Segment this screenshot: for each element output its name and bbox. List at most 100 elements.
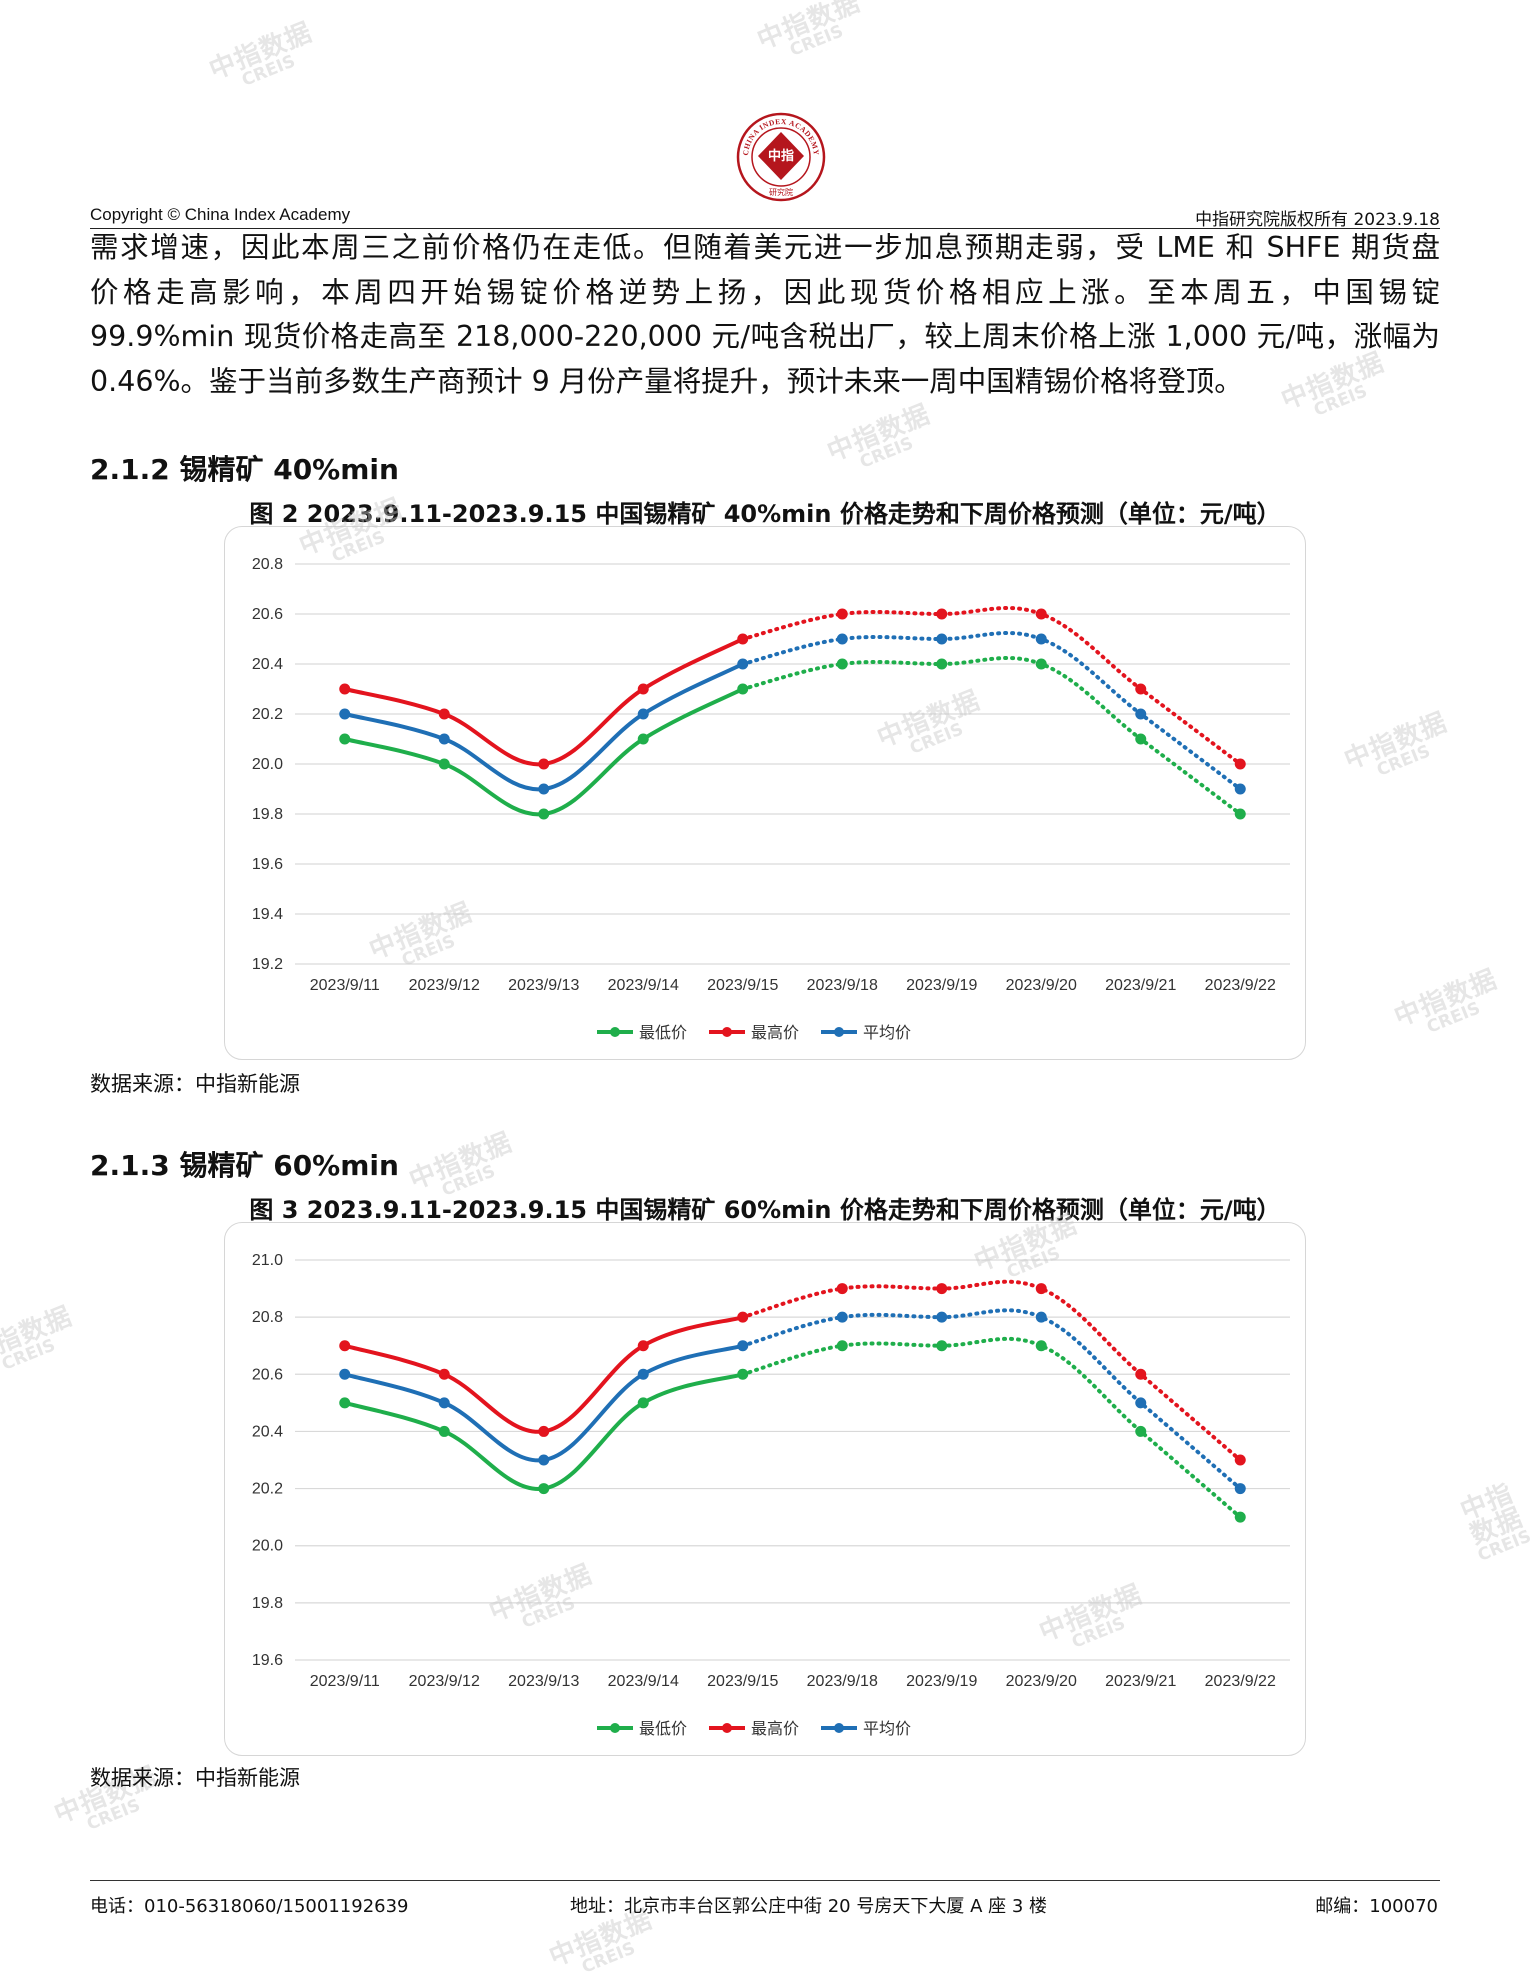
watermark: 中指数据 CREIS xyxy=(1341,709,1457,789)
paragraph-line: 价格走高影响，本周四开始锡锭价格逆势上扬，因此现货价格相应上涨。至本周五，中国锡… xyxy=(90,271,1440,316)
data-point xyxy=(538,1426,549,1437)
watermark-en: CREIS xyxy=(764,13,871,69)
series-line-forecast xyxy=(743,608,1241,764)
data-point xyxy=(1135,1369,1146,1380)
data-point xyxy=(737,684,748,695)
watermark-cn: 中指数据 xyxy=(206,19,316,84)
watermark-en: CREIS xyxy=(0,1327,82,1383)
x-tick-label: 2023/9/20 xyxy=(1006,977,1077,994)
watermark: 中指数据 CREIS xyxy=(754,0,870,70)
figure-title: 图 3 2023.9.11-2023.9.15 中国锡精矿 60%min 价格走… xyxy=(90,1190,1440,1225)
data-point xyxy=(439,1369,450,1380)
data-point xyxy=(339,1369,350,1380)
watermark: 中指数据 CREIS xyxy=(546,1906,662,1986)
x-tick-label: 2023/9/11 xyxy=(310,977,380,994)
data-point xyxy=(837,659,848,670)
legend-label: 最高价 xyxy=(751,1023,799,1042)
data-point xyxy=(638,1369,649,1380)
footer-phone: 电话：010-56318060/15001192639 xyxy=(90,1892,409,1918)
data-point xyxy=(339,1340,350,1351)
watermark-cn: 中指数据 xyxy=(406,1129,516,1194)
y-tick-label: 20.8 xyxy=(252,556,283,573)
x-tick-label: 2023/9/22 xyxy=(1205,1673,1276,1690)
legend-marker xyxy=(610,1723,620,1733)
paragraph-line: 0.46%。鉴于当前多数生产商预计 9 月份产量将提升，预计未来一周中国精锡价格… xyxy=(90,360,1440,405)
y-tick-label: 20.8 xyxy=(252,1309,283,1326)
data-point xyxy=(737,634,748,645)
section-heading: 2.1.2 锡精矿 40%min xyxy=(90,448,399,488)
watermark-cn: 中指数据 xyxy=(0,1303,76,1368)
x-tick-label: 2023/9/18 xyxy=(807,977,878,994)
paragraph-line: 需求增速，因此本周三之前价格仍在走低。但随着美元进一步加息预期走弱，受 LME … xyxy=(90,226,1440,271)
legend-marker xyxy=(722,1027,732,1037)
paragraph-line: 99.9%min 现货价格走高至 218,000-220,000 元/吨含税出厂… xyxy=(90,315,1440,360)
y-tick-label: 20.0 xyxy=(252,1538,283,1555)
logo-center-text: 中指 xyxy=(768,148,794,164)
data-point xyxy=(1235,1512,1246,1523)
data-point xyxy=(538,1483,549,1494)
watermark-en: CREIS xyxy=(1401,990,1508,1046)
data-point xyxy=(1036,634,1047,645)
data-point xyxy=(837,1312,848,1323)
y-tick-label: 21.0 xyxy=(252,1252,283,1269)
data-point xyxy=(1135,709,1146,720)
legend-label: 最高价 xyxy=(751,1719,799,1738)
data-point xyxy=(1235,1483,1246,1494)
data-point xyxy=(1235,1455,1246,1466)
legend-marker xyxy=(834,1027,844,1037)
watermark: 中指数据 CREIS xyxy=(824,401,940,481)
data-point xyxy=(1036,609,1047,620)
legend-marker xyxy=(834,1723,844,1733)
data-source: 数据来源：中指新能源 xyxy=(90,1068,300,1098)
x-tick-label: 2023/9/21 xyxy=(1105,977,1176,994)
data-point xyxy=(538,784,549,795)
legend-label: 平均价 xyxy=(863,1023,911,1042)
x-tick-label: 2023/9/13 xyxy=(508,977,579,994)
watermark-cn: 中指数据 xyxy=(1341,709,1451,774)
x-tick-label: 2023/9/12 xyxy=(409,1673,480,1690)
logo-bottom-text: 研究院 xyxy=(769,187,793,197)
legend-marker xyxy=(722,1723,732,1733)
series-line-actual xyxy=(345,689,743,814)
footer-address: 地址：北京市丰台区郭公庄中街 20 号房天下大厦 A 座 3 楼 xyxy=(570,1892,1047,1918)
data-point xyxy=(439,734,450,745)
legend-label: 平均价 xyxy=(863,1719,911,1738)
watermark: 中指数据 CREIS xyxy=(1391,966,1507,1046)
data-point xyxy=(638,684,649,695)
data-point xyxy=(538,1455,549,1466)
data-point xyxy=(1036,1340,1047,1351)
figure-title: 图 2 2023.9.11-2023.9.15 中国锡精矿 40%min 价格走… xyxy=(90,494,1440,529)
x-tick-label: 2023/9/18 xyxy=(807,1673,878,1690)
data-point xyxy=(936,659,947,670)
footer-postcode: 邮编：100070 xyxy=(1315,1892,1438,1918)
series-line-forecast xyxy=(743,1310,1241,1488)
data-point xyxy=(1135,684,1146,695)
data-point xyxy=(737,1340,748,1351)
y-tick-label: 20.4 xyxy=(252,656,283,673)
data-point xyxy=(1036,659,1047,670)
series-line-actual xyxy=(345,639,743,764)
china-index-academy-logo: CHINA INDEX ACADEMY 中指 研究院 xyxy=(736,112,826,202)
data-point xyxy=(439,759,450,770)
x-tick-label: 2023/9/22 xyxy=(1205,977,1276,994)
data-point xyxy=(936,609,947,620)
chart-frame: 19.2 19.4 19.6 19.8 20.0 20.2 20.4 20.6 20.8 2023… xyxy=(224,526,1306,1060)
data-point xyxy=(1036,1283,1047,1294)
series-line-forecast xyxy=(743,1282,1241,1460)
price-chart-60: 19.619.820.020.220.420.620.821.02023/9/1… xyxy=(225,1223,1305,1755)
y-tick-label: 20.4 xyxy=(252,1423,283,1440)
section-heading: 2.1.3 锡精矿 60%min xyxy=(90,1144,399,1184)
data-point xyxy=(638,734,649,745)
data-point xyxy=(1235,759,1246,770)
watermark-en: CREIS xyxy=(834,425,941,481)
data-point xyxy=(638,1340,649,1351)
legend-marker xyxy=(610,1027,620,1037)
watermark: 中指数据 CREIS xyxy=(206,19,322,99)
x-tick-label: 2023/9/19 xyxy=(906,977,977,994)
header-copyright: Copyright © China Index Academy xyxy=(90,205,350,225)
watermark: 中指数据 CREIS xyxy=(0,1303,82,1383)
body-paragraph: 需求增速，因此本周三之前价格仍在走低。但随着美元进一步加息预期走弱，受 LME … xyxy=(90,226,1440,404)
series-line-actual xyxy=(345,1346,743,1461)
series-line-forecast xyxy=(743,658,1241,814)
data-point xyxy=(936,1312,947,1323)
